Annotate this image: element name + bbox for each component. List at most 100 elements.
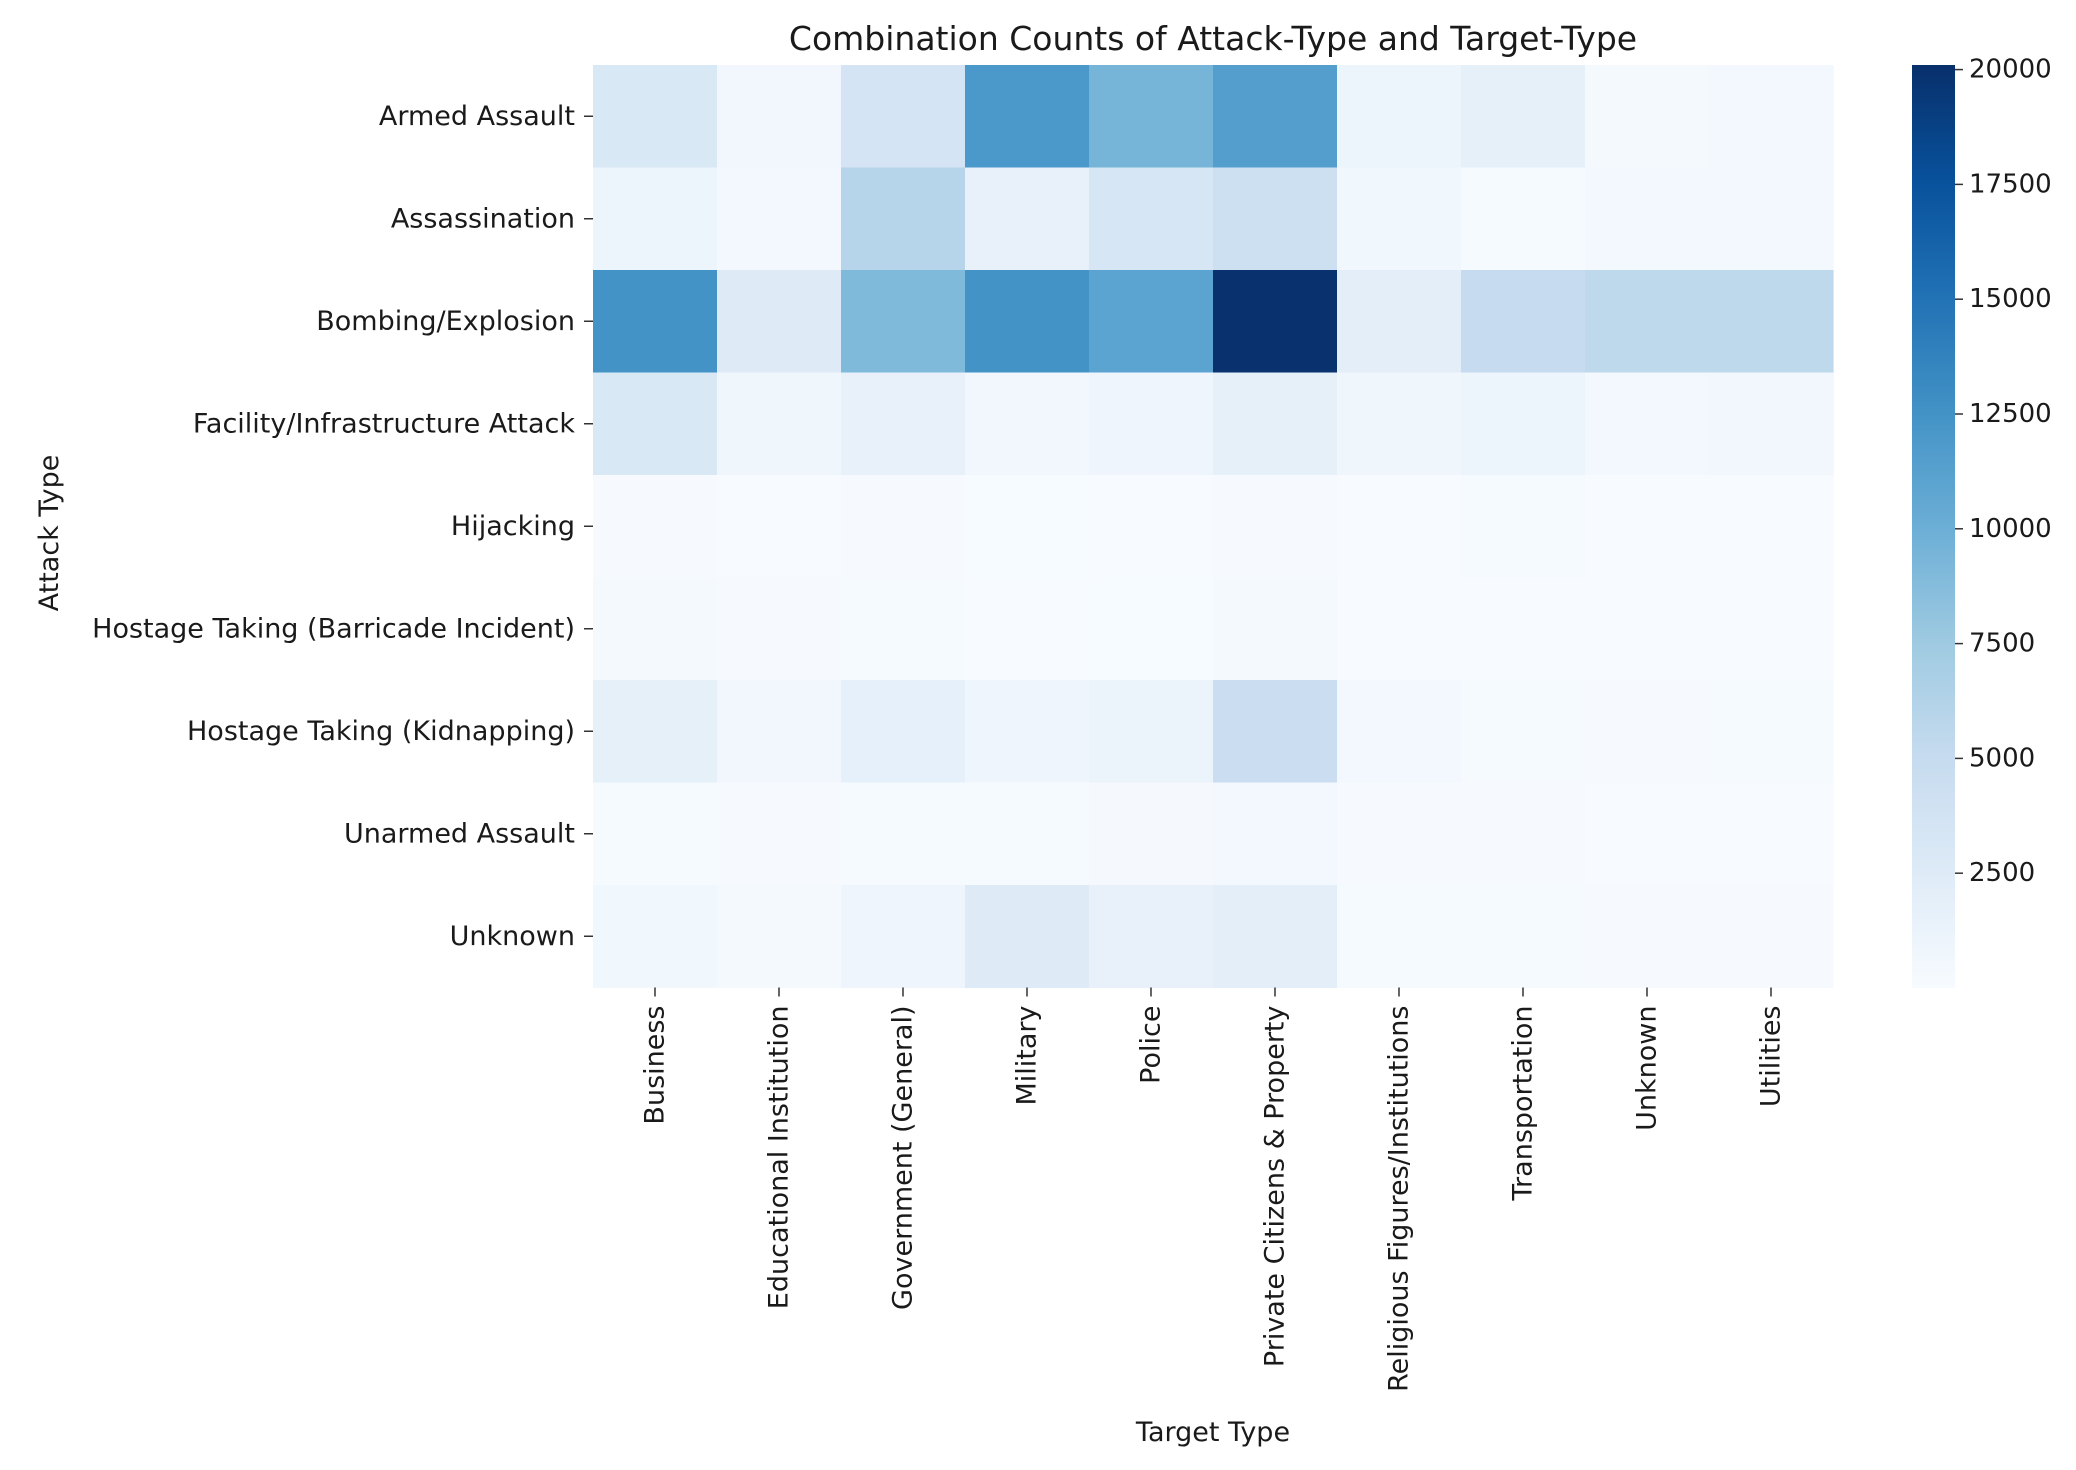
y-tick-label: Unarmed Assault bbox=[344, 818, 575, 849]
heatmap-cell bbox=[1709, 577, 1834, 681]
heatmap-cell bbox=[1089, 885, 1214, 989]
heatmap-cell bbox=[965, 577, 1090, 681]
heatmap-cell bbox=[965, 372, 1090, 476]
heatmap-cell bbox=[593, 475, 718, 579]
y-tick-label: Unknown bbox=[450, 921, 575, 952]
heatmap-cell bbox=[593, 782, 718, 886]
heatmap-cell bbox=[593, 65, 718, 169]
heatmap-cell bbox=[841, 167, 966, 271]
heatmap-cell bbox=[717, 167, 842, 271]
heatmap-cell bbox=[1213, 65, 1338, 169]
heatmap-cell bbox=[1585, 577, 1710, 681]
heatmap-cell bbox=[1709, 167, 1834, 271]
colorbar-tick-label: 5000 bbox=[1969, 743, 2035, 773]
colorbar-tick-label: 12500 bbox=[1969, 399, 2052, 429]
heatmap-cell bbox=[841, 270, 966, 374]
colorbar-gradient bbox=[1912, 65, 1955, 988]
colorbar-tick-label: 15000 bbox=[1969, 284, 2052, 314]
y-axis-ticks: Armed Assault Assassination Bombing/Explos… bbox=[92, 101, 593, 952]
heatmap-cell bbox=[717, 372, 842, 476]
heatmap-cell bbox=[1337, 475, 1462, 579]
heatmap-cell bbox=[1089, 680, 1214, 784]
heatmap-cell bbox=[965, 475, 1090, 579]
heatmap-cell bbox=[841, 885, 966, 989]
heatmap-cell bbox=[841, 577, 966, 681]
heatmap-cell bbox=[1089, 270, 1214, 374]
heatmap-cell bbox=[1585, 167, 1710, 271]
heatmap-cell bbox=[1461, 167, 1586, 271]
colorbar-tick-label: 2500 bbox=[1969, 858, 2035, 888]
heatmap-cell bbox=[965, 782, 1090, 886]
heatmap-cell bbox=[1337, 65, 1462, 169]
y-axis-label: Attack Type bbox=[34, 455, 65, 612]
heatmap-cell bbox=[1337, 782, 1462, 886]
heatmap-cell bbox=[841, 680, 966, 784]
heatmap-cell bbox=[1089, 782, 1214, 886]
heatmap-cell bbox=[1089, 167, 1214, 271]
heatmap-cell bbox=[1585, 885, 1710, 989]
heatmap-cell bbox=[1337, 372, 1462, 476]
heatmap-cell bbox=[1461, 475, 1586, 579]
colorbar: 2500 5000 7500 10000 12500 15000 17500 20000 bbox=[1912, 55, 2052, 988]
heatmap-cell bbox=[1213, 782, 1338, 886]
heatmap-cell bbox=[1709, 885, 1834, 989]
heatmap-cell bbox=[1461, 782, 1586, 886]
heatmap-cell bbox=[1709, 372, 1834, 476]
y-tick-label: Facility/Infrastructure Attack bbox=[193, 408, 576, 439]
heatmap-cell bbox=[1461, 372, 1586, 476]
heatmap-cell bbox=[1213, 167, 1338, 271]
heatmap-cell bbox=[965, 885, 1090, 989]
x-tick-label: Military bbox=[1012, 1005, 1043, 1105]
heatmap-cell bbox=[593, 270, 718, 374]
x-axis-ticks: Business Educational Institution Governmen… bbox=[640, 987, 1787, 1392]
heatmap-cell bbox=[593, 577, 718, 681]
heatmap-cell bbox=[965, 680, 1090, 784]
heatmap-cell bbox=[841, 372, 966, 476]
heatmap-cell bbox=[1585, 65, 1710, 169]
heatmap-cell bbox=[1213, 372, 1338, 476]
y-tick-label: Hostage Taking (Barricade Incident) bbox=[92, 613, 575, 644]
y-tick-label: Hijacking bbox=[451, 511, 575, 542]
heatmap-cell bbox=[1089, 577, 1214, 681]
heatmap-cell bbox=[593, 680, 718, 784]
y-tick-label: Armed Assault bbox=[379, 101, 575, 132]
heatmap-cell bbox=[717, 65, 842, 169]
heatmap-cell bbox=[1709, 680, 1834, 784]
heatmap-cell bbox=[1337, 167, 1462, 271]
colorbar-tick-label: 7500 bbox=[1969, 629, 2035, 659]
x-tick-label: Private Citizens & Property bbox=[1260, 1005, 1291, 1367]
heatmap-cell bbox=[1337, 270, 1462, 374]
heatmap-cell bbox=[841, 65, 966, 169]
x-tick-label: Police bbox=[1136, 1006, 1167, 1084]
heatmap-cell bbox=[1213, 270, 1338, 374]
heatmap-cell bbox=[1213, 680, 1338, 784]
heatmap-cell bbox=[1585, 475, 1710, 579]
heatmap-cell bbox=[1461, 680, 1586, 784]
heatmap-cell bbox=[1585, 680, 1710, 784]
heatmap-cell bbox=[593, 167, 718, 271]
heatmap-cell bbox=[965, 270, 1090, 374]
heatmap-cell bbox=[717, 577, 842, 681]
heatmap-cell bbox=[1213, 577, 1338, 681]
heatmap-cell bbox=[1585, 782, 1710, 886]
heatmap-cell bbox=[965, 65, 1090, 169]
heatmap-cell bbox=[717, 680, 842, 784]
heatmap-cell bbox=[1461, 577, 1586, 681]
x-tick-label: Utilities bbox=[1756, 1006, 1787, 1108]
heatmap-cell bbox=[1585, 270, 1710, 374]
heatmap-cell bbox=[1461, 885, 1586, 989]
heatmap-cell bbox=[1213, 475, 1338, 579]
heatmap-cell bbox=[717, 782, 842, 886]
heatmap-cells bbox=[593, 65, 1834, 989]
heatmap-cell bbox=[965, 167, 1090, 271]
heatmap-cell bbox=[1089, 475, 1214, 579]
heatmap-cell bbox=[1337, 680, 1462, 784]
colorbar-tick-label: 20000 bbox=[1969, 55, 2052, 85]
x-tick-label: Unknown bbox=[1632, 1006, 1663, 1131]
heatmap-cell bbox=[717, 475, 842, 579]
heatmap-cell bbox=[1089, 372, 1214, 476]
x-tick-label: Educational Institution bbox=[764, 1006, 795, 1310]
heatmap-cell bbox=[1089, 65, 1214, 169]
colorbar-tick-label: 10000 bbox=[1969, 514, 2052, 544]
